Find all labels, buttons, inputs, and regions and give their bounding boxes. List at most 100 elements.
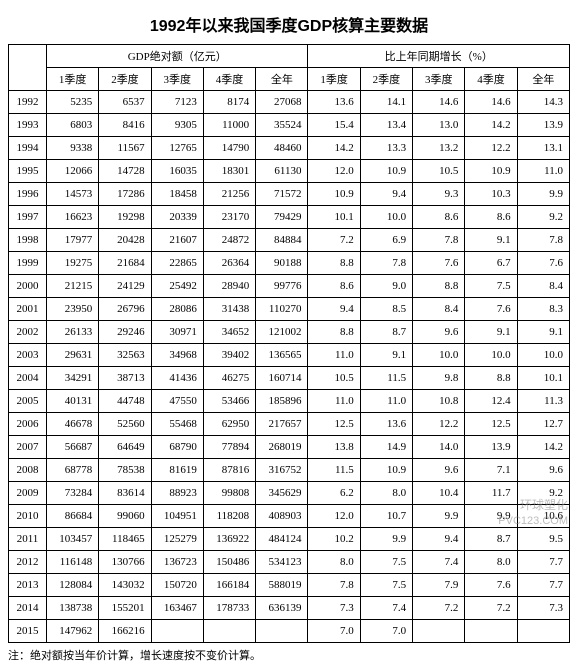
cell-value: 26796 [99, 298, 151, 321]
cell-value: 16623 [47, 206, 99, 229]
table-row: 20141387381552011634671787336361397.37.4… [9, 597, 570, 620]
cell-year: 1997 [9, 206, 47, 229]
cell-value: 62950 [203, 413, 255, 436]
col-abs-q2: 2季度 [99, 68, 151, 91]
cell-year: 2004 [9, 367, 47, 390]
cell-value: 6537 [99, 91, 151, 114]
cell-value: 116148 [47, 551, 99, 574]
cell-value: 16035 [151, 160, 203, 183]
cell-value: 10.0 [413, 344, 465, 367]
cell-value: 118465 [99, 528, 151, 551]
cell-value: 8.6 [308, 275, 360, 298]
cell-value: 13.4 [360, 114, 412, 137]
cell-value [203, 620, 255, 643]
cell-value: 7.0 [360, 620, 412, 643]
col-g-q4: 4季度 [465, 68, 517, 91]
cell-year: 2010 [9, 505, 47, 528]
cell-value: 71572 [256, 183, 308, 206]
cell-value: 86684 [47, 505, 99, 528]
col-year-blank [9, 45, 47, 91]
cell-value: 13.9 [517, 114, 569, 137]
cell-value: 217657 [256, 413, 308, 436]
cell-value: 9.1 [465, 321, 517, 344]
cell-value: 125279 [151, 528, 203, 551]
cell-value: 9.5 [517, 528, 569, 551]
cell-value: 8416 [99, 114, 151, 137]
cell-value: 14.2 [517, 436, 569, 459]
cell-value: 10.4 [413, 482, 465, 505]
cell-value: 534123 [256, 551, 308, 574]
cell-value: 20428 [99, 229, 151, 252]
cell-value: 7.5 [360, 574, 412, 597]
cell-value: 19275 [47, 252, 99, 275]
cell-value: 21684 [99, 252, 151, 275]
cell-year: 2012 [9, 551, 47, 574]
cell-value: 79429 [256, 206, 308, 229]
cell-value: 10.9 [360, 160, 412, 183]
cell-year: 2003 [9, 344, 47, 367]
cell-value: 13.1 [517, 137, 569, 160]
cell-value: 8.7 [465, 528, 517, 551]
cell-value: 78538 [99, 459, 151, 482]
cell-value: 11.5 [308, 459, 360, 482]
cell-value: 268019 [256, 436, 308, 459]
cell-value: 11.0 [308, 390, 360, 413]
cell-value: 38713 [99, 367, 151, 390]
cell-value [413, 620, 465, 643]
cell-year: 1992 [9, 91, 47, 114]
cell-value: 9.4 [360, 183, 412, 206]
table-row: 20131280841430321507201661845880197.87.5… [9, 574, 570, 597]
table-row: 2002261332924630971346521210028.88.79.69… [9, 321, 570, 344]
cell-value: 18458 [151, 183, 203, 206]
cell-value: 77894 [203, 436, 255, 459]
table-row: 2001239502679628086314381102709.48.58.47… [9, 298, 570, 321]
watermark-en: PVC123.COM [498, 514, 568, 528]
table-row: 199252356537712381742706813.614.114.614.… [9, 91, 570, 114]
cell-value: 19298 [99, 206, 151, 229]
cell-value: 55468 [151, 413, 203, 436]
cell-value: 10.1 [517, 367, 569, 390]
cell-value: 23170 [203, 206, 255, 229]
cell-year: 2015 [9, 620, 47, 643]
cell-value: 25492 [151, 275, 203, 298]
cell-value: 9338 [47, 137, 99, 160]
cell-value: 8.0 [360, 482, 412, 505]
cell-year: 2008 [9, 459, 47, 482]
cell-value: 150720 [151, 574, 203, 597]
cell-value: 87816 [203, 459, 255, 482]
cell-value: 21215 [47, 275, 99, 298]
cell-value: 14790 [203, 137, 255, 160]
cell-value: 9.9 [517, 183, 569, 206]
cell-value: 53466 [203, 390, 255, 413]
table-row: 201110345711846512527913692248412410.29.… [9, 528, 570, 551]
col-g-year: 全年 [517, 68, 569, 91]
cell-value: 9.1 [517, 321, 569, 344]
cell-value: 64649 [99, 436, 151, 459]
cell-value: 10.8 [413, 390, 465, 413]
table-row: 20054013144748475505346618589611.011.010… [9, 390, 570, 413]
cell-value: 18301 [203, 160, 255, 183]
cell-year: 1996 [9, 183, 47, 206]
cell-value: 46275 [203, 367, 255, 390]
cell-value: 10.9 [308, 183, 360, 206]
cell-value: 84884 [256, 229, 308, 252]
cell-value: 10.0 [360, 206, 412, 229]
cell-value: 29246 [99, 321, 151, 344]
cell-value: 8.8 [465, 367, 517, 390]
cell-value: 9.2 [517, 206, 569, 229]
table-row: 20043429138713414364627516071410.511.59.… [9, 367, 570, 390]
cell-value: 22865 [151, 252, 203, 275]
cell-value: 28940 [203, 275, 255, 298]
cell-value: 41436 [151, 367, 203, 390]
cell-value: 7.3 [308, 597, 360, 620]
cell-value: 34652 [203, 321, 255, 344]
cell-value: 7.6 [465, 298, 517, 321]
cell-value: 11.0 [360, 390, 412, 413]
cell-value: 12.0 [308, 160, 360, 183]
cell-value: 155201 [99, 597, 151, 620]
cell-value: 14.3 [517, 91, 569, 114]
cell-value: 68790 [151, 436, 203, 459]
cell-value: 8.4 [517, 275, 569, 298]
cell-value: 12.5 [308, 413, 360, 436]
cell-value: 68778 [47, 459, 99, 482]
